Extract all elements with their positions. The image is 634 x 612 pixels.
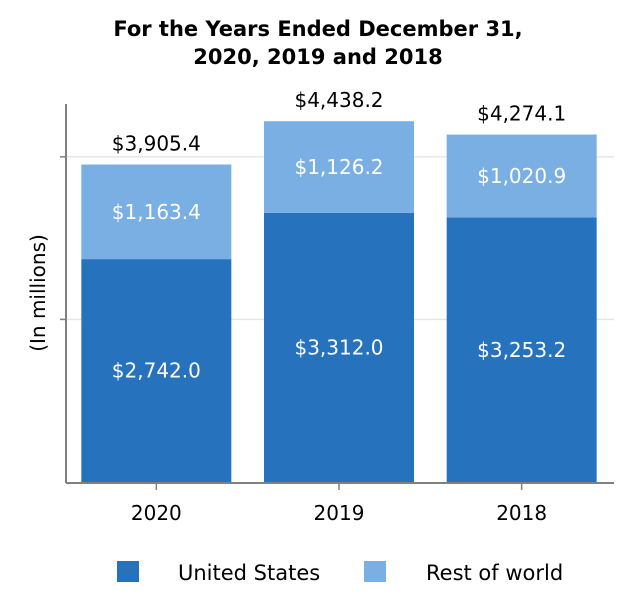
total-label: $4,438.2 xyxy=(294,88,383,112)
bar-segment-united-states xyxy=(264,212,414,482)
legend-item: United States xyxy=(117,561,320,585)
x-tick-label: 2020 xyxy=(131,501,182,525)
y-axis-label: (In millions) xyxy=(26,234,50,352)
bar-segment-united-states xyxy=(81,259,232,482)
bars: $2,742.0 $1,163.4 $3,905.4 $3,312.0 $1,126.2… xyxy=(81,88,597,482)
chart-title-line: For the Years Ended December 31, xyxy=(113,17,522,41)
data-label: $1,163.4 xyxy=(112,200,201,224)
bar-segment-united-states xyxy=(446,217,597,482)
x-tick-label: 2019 xyxy=(314,501,365,525)
bar-stack: $2,742.0 $1,163.4 $3,905.4 xyxy=(81,132,232,482)
chart-title-line: 2020, 2019 and 2018 xyxy=(193,45,442,69)
data-label: $3,253.2 xyxy=(477,338,566,362)
bar-stack: $3,312.0 $1,126.2 $4,438.2 xyxy=(264,88,414,482)
total-label: $4,274.1 xyxy=(477,102,566,126)
x-tick-label: 2018 xyxy=(496,501,547,525)
bar-stack: $3,253.2 $1,020.9 $4,274.1 xyxy=(446,102,597,482)
bar-segment-rest-of-world xyxy=(446,134,597,218)
chart-title: For the Years Ended December 31, 2020, 20… xyxy=(113,17,522,69)
data-label: $3,312.0 xyxy=(294,335,383,359)
bar-segment-rest-of-world xyxy=(264,121,414,213)
data-label: $1,020.9 xyxy=(477,164,566,188)
legend-swatch xyxy=(364,561,386,582)
data-label: $2,742.0 xyxy=(112,359,201,383)
legend: United States Rest of world xyxy=(117,561,563,585)
bar-segment-rest-of-world xyxy=(81,164,232,260)
data-label: $1,126.2 xyxy=(294,155,383,179)
legend-label: United States xyxy=(178,561,320,585)
legend-item: Rest of world xyxy=(364,561,563,585)
total-label: $3,905.4 xyxy=(112,132,201,156)
legend-label: Rest of world xyxy=(426,561,563,585)
legend-swatch xyxy=(117,561,139,582)
axes: 2020 2019 2018 xyxy=(60,104,614,525)
